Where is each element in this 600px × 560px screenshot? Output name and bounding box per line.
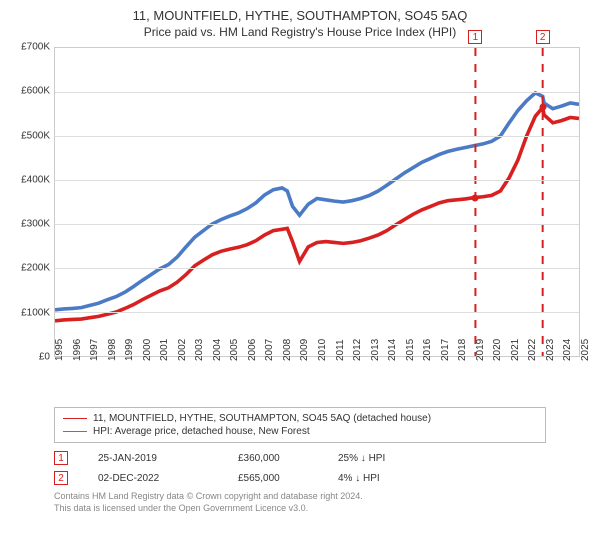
x-axis-label: 2024 <box>562 339 573 361</box>
gridline <box>55 180 579 181</box>
x-axis-label: 2006 <box>247 339 258 361</box>
chart-container: 12 1995199619971998199920002001200220032… <box>12 47 588 397</box>
x-axis-label: 1996 <box>72 339 83 361</box>
sale-date: 25-JAN-2019 <box>98 453 238 464</box>
y-axis-label: £400K <box>12 174 50 185</box>
x-axis-label: 2023 <box>545 339 556 361</box>
x-axis-label: 2009 <box>299 339 310 361</box>
x-axis-label: 2019 <box>475 339 486 361</box>
sale-date: 02-DEC-2022 <box>98 473 238 484</box>
sale-point-dot <box>472 194 479 201</box>
x-axis-label: 1998 <box>107 339 118 361</box>
x-axis-label: 2007 <box>264 339 275 361</box>
x-axis-label: 2018 <box>457 339 468 361</box>
y-axis-label: £200K <box>12 263 50 274</box>
chart-title: 11, MOUNTFIELD, HYTHE, SOUTHAMPTON, SO45… <box>12 8 588 23</box>
credits-line-2: This data is licensed under the Open Gov… <box>54 503 576 515</box>
x-axis-label: 2003 <box>194 339 205 361</box>
legend-swatch <box>63 431 87 432</box>
sale-row: 2 02-DEC-2022£565,0004% ↓ HPI <box>54 471 588 485</box>
x-axis-label: 2015 <box>405 339 416 361</box>
y-axis-label: £600K <box>12 86 50 97</box>
chart-subtitle: Price paid vs. HM Land Registry's House … <box>12 25 588 39</box>
x-axis-label: 2010 <box>317 339 328 361</box>
legend-item: HPI: Average price, detached house, New … <box>63 425 537 438</box>
x-axis-label: 2001 <box>159 339 170 361</box>
x-axis-label: 1997 <box>89 339 100 361</box>
y-axis-label: £100K <box>12 307 50 318</box>
x-axis-label: 2013 <box>370 339 381 361</box>
gridline <box>55 224 579 225</box>
y-axis-label: £0 <box>12 352 50 363</box>
x-axis-label: 2011 <box>335 339 346 361</box>
sale-row: 1 25-JAN-2019£360,00025% ↓ HPI <box>54 451 588 465</box>
sale-price: £565,000 <box>238 473 338 484</box>
chart-plot-area: 12 <box>54 47 580 357</box>
series-line-hpi <box>55 93 579 310</box>
x-axis-label: 2000 <box>142 339 153 361</box>
legend-item: 11, MOUNTFIELD, HYTHE, SOUTHAMPTON, SO45… <box>63 412 537 425</box>
y-axis-label: £700K <box>12 42 50 53</box>
series-line-property <box>55 107 579 320</box>
x-axis-label: 2017 <box>440 339 451 361</box>
x-axis-label: 2002 <box>177 339 188 361</box>
x-axis-label: 2005 <box>229 339 240 361</box>
sale-number-box: 2 <box>54 471 68 485</box>
x-axis-labels: 1995199619971998199920002001200220032004… <box>54 357 580 397</box>
x-axis-label: 1999 <box>124 339 135 361</box>
sale-marker-box: 2 <box>536 30 550 44</box>
x-axis-label: 1995 <box>54 339 65 361</box>
sale-delta: 4% ↓ HPI <box>338 473 498 484</box>
credits: Contains HM Land Registry data © Crown c… <box>54 491 576 514</box>
sale-marker-box: 1 <box>468 30 482 44</box>
x-axis-label: 2014 <box>387 339 398 361</box>
x-axis-label: 2020 <box>492 339 503 361</box>
y-axis-label: £500K <box>12 130 50 141</box>
gridline <box>55 268 579 269</box>
x-axis-label: 2021 <box>510 339 521 361</box>
gridline <box>55 312 579 313</box>
legend-label: HPI: Average price, detached house, New … <box>93 426 310 437</box>
credits-line-1: Contains HM Land Registry data © Crown c… <box>54 491 576 503</box>
x-axis-label: 2025 <box>580 339 591 361</box>
chart-legend: 11, MOUNTFIELD, HYTHE, SOUTHAMPTON, SO45… <box>54 407 546 443</box>
sale-point-dot <box>539 104 546 111</box>
sales-list: 1 25-JAN-2019£360,00025% ↓ HPI 2 02-DEC-202… <box>12 451 588 485</box>
legend-label: 11, MOUNTFIELD, HYTHE, SOUTHAMPTON, SO45… <box>93 413 431 424</box>
gridline <box>55 92 579 93</box>
sale-delta: 25% ↓ HPI <box>338 453 498 464</box>
x-axis-label: 2012 <box>352 339 363 361</box>
y-axis-label: £300K <box>12 219 50 230</box>
x-axis-label: 2022 <box>527 339 538 361</box>
x-axis-label: 2016 <box>422 339 433 361</box>
x-axis-label: 2008 <box>282 339 293 361</box>
x-axis-label: 2004 <box>212 339 223 361</box>
sale-number-box: 1 <box>54 451 68 465</box>
chart-lines <box>55 48 579 356</box>
legend-swatch <box>63 418 87 419</box>
gridline <box>55 136 579 137</box>
sale-price: £360,000 <box>238 453 338 464</box>
